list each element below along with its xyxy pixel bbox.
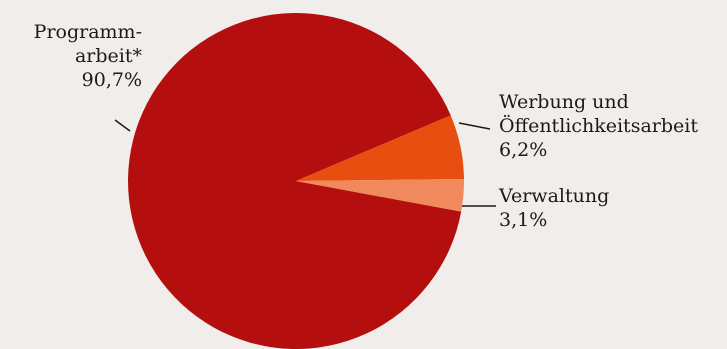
slice-verwaltung — [296, 179, 465, 212]
value-werbung: 6,2% — [499, 139, 548, 161]
pie-slices — [128, 13, 465, 349]
label-werbung-line1: Werbung und — [499, 91, 629, 113]
leader-lines — [114, 119, 496, 207]
leader-werbung — [458, 122, 491, 130]
label-verwaltung: Verwaltung 3,1% — [499, 184, 609, 232]
value-verwaltung: 3,1% — [499, 209, 548, 231]
slice-programmarbeit — [128, 13, 462, 349]
label-programmarbeit-line2: arbeit* — [74, 45, 142, 67]
label-werbung: Werbung und Öffentlichkeitsarbeit 6,2% — [499, 90, 698, 162]
value-programmarbeit: 90,7% — [81, 69, 142, 91]
leader-programmarbeit — [114, 119, 131, 132]
slice-werbung — [296, 115, 464, 181]
label-werbung-line2: Öffentlichkeitsarbeit — [499, 115, 698, 137]
label-verwaltung-line1: Verwaltung — [499, 185, 610, 207]
label-programmarbeit-line1: Programm- — [33, 21, 142, 43]
label-programmarbeit: Programm- arbeit* 90,7% — [4, 20, 142, 92]
